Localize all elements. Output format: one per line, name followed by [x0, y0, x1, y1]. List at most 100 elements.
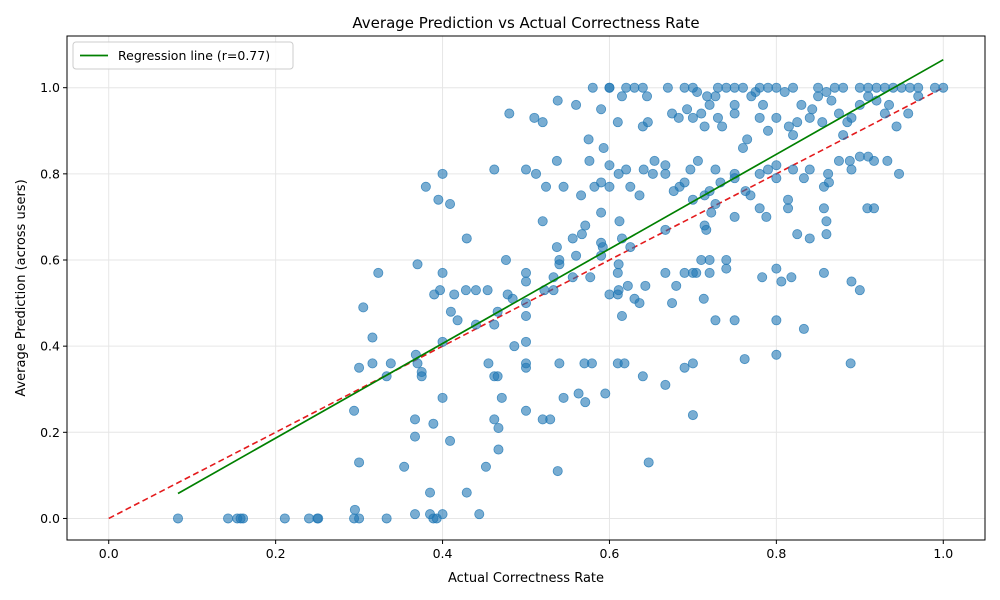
data-point	[771, 112, 782, 123]
data-point	[521, 358, 532, 369]
data-point	[373, 267, 384, 278]
data-point	[807, 104, 818, 115]
data-point	[358, 302, 369, 313]
data-point	[449, 289, 460, 300]
data-point	[354, 513, 365, 524]
data-point	[461, 233, 472, 244]
data-point	[729, 99, 740, 110]
data-point	[846, 112, 857, 123]
data-point	[667, 298, 678, 309]
data-point	[596, 177, 607, 188]
data-point	[710, 198, 721, 209]
data-point	[399, 461, 410, 472]
data-point	[846, 276, 857, 287]
x-tick-label: 0.6	[600, 546, 620, 561]
data-point	[854, 82, 865, 93]
data-point	[489, 319, 500, 330]
data-point	[763, 164, 774, 175]
data-point	[660, 267, 671, 278]
y-tick-label: 0.8	[40, 166, 60, 181]
data-point	[717, 121, 728, 132]
data-point	[804, 164, 815, 175]
data-point	[771, 160, 782, 171]
x-tick-label: 0.4	[433, 546, 453, 561]
data-point	[904, 82, 915, 93]
data-point	[625, 181, 636, 192]
points-layer	[172, 82, 949, 524]
data-point	[531, 168, 542, 179]
data-point	[702, 91, 713, 102]
data-point	[583, 134, 594, 145]
data-point	[493, 444, 504, 455]
data-point	[580, 397, 591, 408]
data-point	[763, 125, 774, 136]
data-point	[616, 91, 627, 102]
data-point	[619, 358, 630, 369]
data-point	[913, 82, 924, 93]
data-point	[596, 104, 607, 115]
data-point	[894, 168, 905, 179]
data-point	[844, 155, 855, 166]
data-point	[571, 99, 582, 110]
x-tick-label: 1.0	[933, 546, 953, 561]
y-tick-label: 0.2	[40, 425, 60, 440]
data-point	[474, 509, 485, 520]
data-point	[616, 310, 627, 321]
data-point	[687, 112, 698, 123]
data-point	[638, 164, 649, 175]
data-point	[642, 117, 653, 128]
data-point	[891, 121, 902, 132]
data-point	[613, 259, 624, 270]
data-point	[838, 130, 849, 141]
data-point	[754, 82, 765, 93]
data-point	[739, 354, 750, 365]
data-point	[696, 254, 707, 265]
data-point	[521, 164, 532, 175]
data-point	[685, 164, 696, 175]
data-point	[552, 95, 563, 106]
data-point	[783, 121, 794, 132]
data-point	[804, 112, 815, 123]
data-point	[482, 285, 493, 296]
data-point	[470, 285, 481, 296]
y-axis-label: Average Prediction (across users)	[14, 179, 29, 396]
data-point	[729, 315, 740, 326]
data-point	[804, 233, 815, 244]
x-axis: 0.0 0.2 0.4 0.6 0.8 1.0	[99, 540, 953, 561]
data-point	[660, 379, 671, 390]
data-point	[612, 117, 623, 128]
data-point	[584, 155, 595, 166]
data-point	[761, 211, 772, 222]
data-point	[758, 99, 769, 110]
data-point	[428, 418, 439, 429]
data-point	[776, 276, 787, 287]
data-point	[818, 267, 829, 278]
data-point	[172, 513, 183, 524]
data-point	[541, 181, 552, 192]
data-point	[304, 513, 315, 524]
data-point	[696, 108, 707, 119]
data-point	[600, 388, 611, 399]
data-point	[604, 181, 615, 192]
data-point	[845, 358, 856, 369]
data-point	[687, 82, 698, 93]
data-point	[671, 280, 682, 291]
data-point	[452, 315, 463, 326]
regression-line	[177, 58, 944, 495]
data-point	[687, 267, 698, 278]
data-point	[771, 349, 782, 360]
data-point	[367, 358, 378, 369]
data-point	[489, 164, 500, 175]
data-point	[783, 203, 794, 214]
data-point	[238, 513, 249, 524]
data-point	[529, 112, 540, 123]
data-point	[567, 272, 578, 283]
data-point	[437, 267, 448, 278]
data-point	[882, 155, 893, 166]
data-point	[869, 155, 880, 166]
data-point	[729, 211, 740, 222]
legend-label: Regression line (r=0.77)	[118, 48, 270, 63]
data-point	[788, 130, 799, 141]
data-point	[437, 509, 448, 520]
